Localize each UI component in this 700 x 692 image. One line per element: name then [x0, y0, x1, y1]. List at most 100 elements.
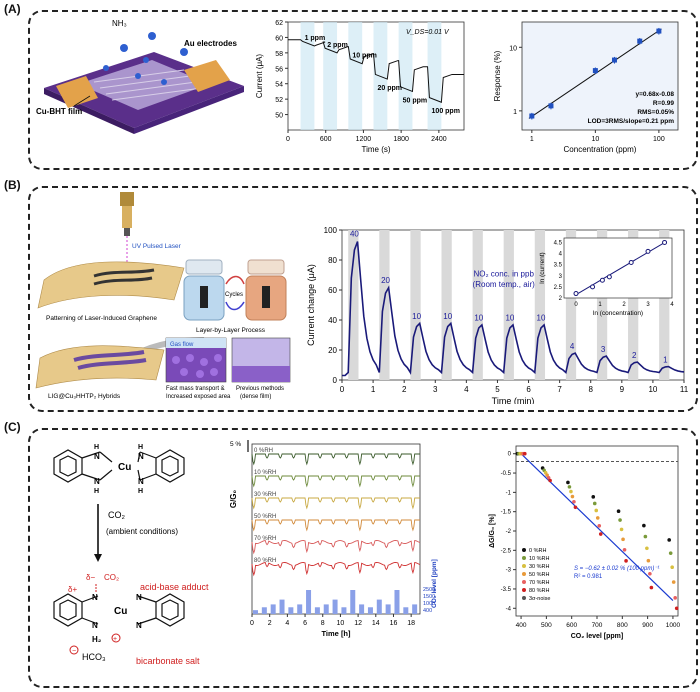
x-tick-label: 10: [648, 385, 657, 394]
data-point: [591, 495, 596, 499]
inset-point: [628, 259, 634, 265]
co2-bar: [359, 604, 365, 614]
legend-marker: [522, 548, 526, 552]
conc-label: 10: [412, 312, 421, 321]
delta-plus: δ+: [68, 585, 77, 594]
plot-area: [521, 21, 679, 131]
vds-annotation: V_DS=0.01 V: [406, 29, 450, 36]
data-point: [548, 103, 554, 109]
data-point: [616, 509, 621, 514]
delta-minus: δ−: [86, 573, 95, 582]
svg-text:N: N: [92, 593, 98, 602]
x-tick-label: 600: [566, 622, 577, 629]
x-tick-label: 8: [589, 385, 594, 394]
data-point: [592, 501, 597, 506]
y-axis-label: Current (μA): [255, 54, 264, 99]
rh-label: 0 %RH: [254, 448, 273, 454]
y-tick-label: 60: [328, 286, 337, 295]
legend-label: 10 %RH: [529, 556, 550, 562]
fit-text: y=0.68x-0.08: [636, 91, 675, 98]
previous-label: Previous methods: [236, 386, 284, 392]
co2-bar: [385, 604, 391, 614]
co2-bar: [332, 599, 338, 614]
step-label: 50 ppm: [403, 97, 428, 104]
exposure-band: [410, 230, 421, 380]
y-tick-label: 0: [508, 452, 512, 458]
x-tick-label: 0: [250, 620, 254, 627]
x-tick-label: 1000: [666, 622, 681, 629]
step-label: 10 ppm: [352, 53, 377, 60]
fast-label: Fast mass transport &: [166, 386, 225, 392]
co2-bar: [323, 604, 329, 614]
svg-text:N: N: [138, 477, 144, 486]
rh-trace: [251, 519, 420, 532]
y-tick-label: -2: [506, 529, 512, 535]
y-tick-label: -3.5: [501, 587, 512, 593]
data-point: [656, 28, 662, 34]
x-tick-label: 18: [407, 620, 415, 627]
chart-conductance-time: 0 2 4 6 8 10 12 14 16 18 0 %RH 10 %RH 30 %RH 50 %RH 70…: [229, 440, 438, 638]
fit-line: [520, 453, 674, 601]
salt-label: bicarbonate salt: [136, 656, 200, 666]
data-point: [648, 572, 652, 576]
y2-axis-label: CO₂ level [ppm]: [431, 559, 438, 608]
lig-process-illustration: UV Pulsed Laser Patterning of Laser-Indu…: [35, 192, 291, 400]
svg-text:H: H: [138, 444, 143, 451]
y-tick-label: 20: [328, 346, 337, 355]
legend-marker: [522, 572, 526, 576]
inset-x-tick: 3: [646, 302, 650, 308]
exposure-band: [503, 230, 514, 380]
rh-label: 70 %RH: [254, 536, 276, 542]
y-tick-label: 60: [275, 35, 283, 42]
data-point: [594, 508, 599, 513]
inset-y-label: ln (current): [539, 252, 546, 283]
inset-y-tick: 3.5: [554, 263, 563, 269]
step-label: 100 ppm: [432, 108, 460, 115]
x-tick-label: 12: [354, 620, 362, 627]
x-tick-label: 7: [557, 385, 562, 394]
no2-annotation-sub: (Room temp., air): [473, 280, 536, 289]
y-tick-label: -1.5: [501, 510, 512, 516]
data-point: [649, 585, 654, 590]
exposure-band: [472, 230, 483, 380]
panel-c-label: (C): [4, 420, 21, 434]
y-tick-label: 1: [513, 109, 517, 116]
nh2-label: H₂: [92, 635, 102, 644]
film-label: Cu-BHT film: [36, 107, 82, 116]
legend-label: 0 %RH: [529, 548, 546, 554]
data-point: [567, 485, 572, 489]
inset-y-tick: 2.5: [554, 285, 563, 291]
increased-label: Increased exposed area: [166, 394, 231, 400]
exposure-band: [565, 230, 577, 380]
svg-text:−: −: [72, 648, 76, 655]
data-point: [569, 489, 573, 494]
data-point: [595, 516, 600, 520]
exposure-band: [348, 22, 363, 130]
x-tick-label: 16: [390, 620, 398, 627]
x-tick-label: 0: [286, 136, 290, 143]
rh-label: 30 %RH: [254, 492, 276, 498]
panel-b-label: (B): [4, 178, 21, 192]
y-axis-label: ΔG/G₀ [%]: [489, 514, 496, 548]
y2-tick-label: 1500: [423, 594, 435, 600]
inset-x-tick: 0: [574, 302, 578, 308]
x-tick-label: 2: [402, 385, 407, 394]
dense-label: (dense film): [240, 394, 271, 400]
data-point: [618, 518, 622, 522]
step-label: 2 ppm: [327, 42, 348, 49]
co2-bar: [350, 590, 356, 614]
y-tick-label: 56: [275, 66, 283, 73]
step-label: 20 ppm: [377, 85, 402, 92]
conc-label: 2: [632, 351, 637, 360]
x-tick-label: 3: [433, 385, 438, 394]
co2-adduct: CO₂: [104, 573, 119, 582]
data-point: [523, 451, 527, 456]
hco3-label: HCO₃: [82, 652, 106, 662]
co2-bar: [270, 604, 276, 614]
fit-text: RMS=0.05%: [637, 109, 674, 116]
data-point: [572, 499, 576, 504]
data-point: [667, 538, 671, 542]
panel-a-frame: [28, 10, 698, 170]
co2-bar: [297, 604, 303, 614]
